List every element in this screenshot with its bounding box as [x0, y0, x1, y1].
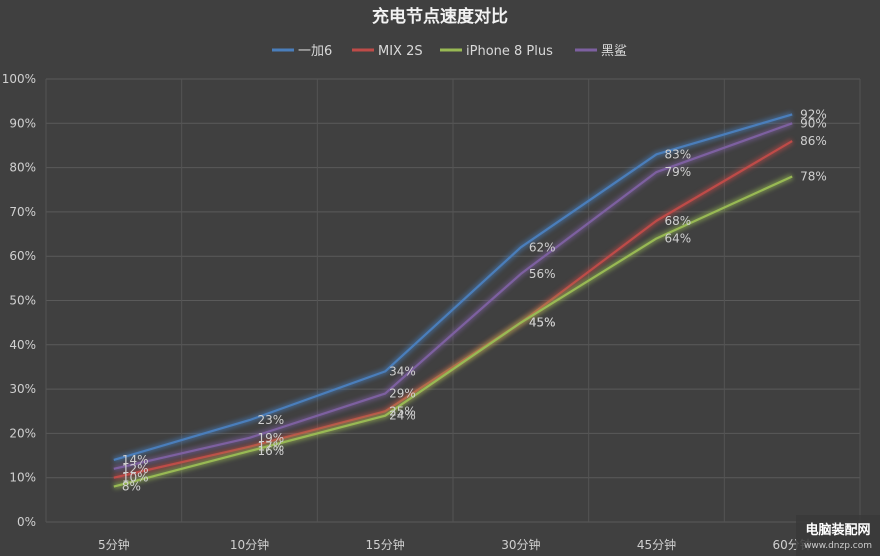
data-label: 79% [665, 165, 692, 179]
data-label: 17% [258, 440, 285, 454]
legend-label: MIX 2S [378, 44, 423, 59]
data-label: 19% [258, 431, 285, 445]
data-label: 16% [258, 444, 285, 458]
x-tick-label: 10分钟 [230, 537, 269, 552]
data-label: 92% [800, 107, 827, 121]
watermark: 电脑装配网 www.dnzp.com [796, 515, 880, 556]
data-labels: 14% 23% 34% 62% 83% 92% 10% 17% 25% 45% 68% 86% 8% 16… [122, 107, 827, 493]
data-label: 86% [800, 134, 827, 148]
legend-label: iPhone 8 Plus [466, 44, 553, 59]
data-label: 14% [122, 453, 149, 467]
data-label: 45% [529, 316, 556, 330]
x-axis: 5分钟 10分钟 15分钟 30分钟 45分钟 60分钟 [98, 537, 812, 552]
y-tick-label: 80% [9, 161, 36, 175]
series-line [113, 175, 793, 488]
legend-label: 黑鲨 [601, 44, 627, 59]
data-label: 64% [665, 231, 692, 245]
series-line [113, 113, 793, 462]
data-label: 25% [389, 404, 416, 418]
x-tick-label: 5分钟 [98, 537, 130, 552]
grid [45, 78, 861, 523]
legend: 一加6 MIX 2S iPhone 8 Plus 黑鲨 [272, 44, 627, 59]
y-tick-label: 40% [9, 338, 36, 352]
data-label: 90% [800, 116, 827, 130]
data-label: 8% [122, 480, 141, 494]
legend-label: 一加6 [298, 44, 332, 59]
data-label: 24% [389, 409, 416, 423]
data-label: 68% [665, 214, 692, 228]
y-axis: 0% 10% 20% 30% 40% 50% 60% 70% 80% 90% 100% [2, 72, 36, 529]
watermark-url: www.dnzp.com [804, 541, 872, 551]
watermark-text: 电脑装配网 [805, 522, 870, 538]
y-tick-label: 70% [9, 205, 36, 219]
y-tick-label: 100% [2, 72, 36, 86]
data-label: 29% [389, 387, 416, 401]
data-label: 62% [529, 240, 556, 254]
y-tick-label: 90% [9, 116, 36, 130]
data-label: 23% [258, 413, 285, 427]
y-tick-label: 20% [9, 426, 36, 440]
data-label: 56% [529, 267, 556, 281]
series-line [113, 122, 793, 470]
x-tick-label: 30分钟 [501, 537, 540, 552]
data-label: 34% [389, 364, 416, 378]
y-tick-label: 0% [17, 515, 36, 529]
data-label: 45% [529, 316, 556, 330]
x-tick-label: 45分钟 [637, 537, 676, 552]
y-tick-label: 30% [9, 382, 36, 396]
y-tick-label: 50% [9, 294, 36, 308]
data-label: 10% [122, 471, 149, 485]
x-tick-label: 15分钟 [366, 537, 405, 552]
data-label: 78% [800, 169, 827, 183]
chart-title: 充电节点速度对比 [372, 6, 508, 27]
data-label: 12% [122, 462, 149, 476]
y-tick-label: 10% [9, 471, 36, 485]
data-label: 83% [665, 147, 692, 161]
y-tick-label: 60% [9, 249, 36, 263]
series-group [112, 111, 794, 490]
